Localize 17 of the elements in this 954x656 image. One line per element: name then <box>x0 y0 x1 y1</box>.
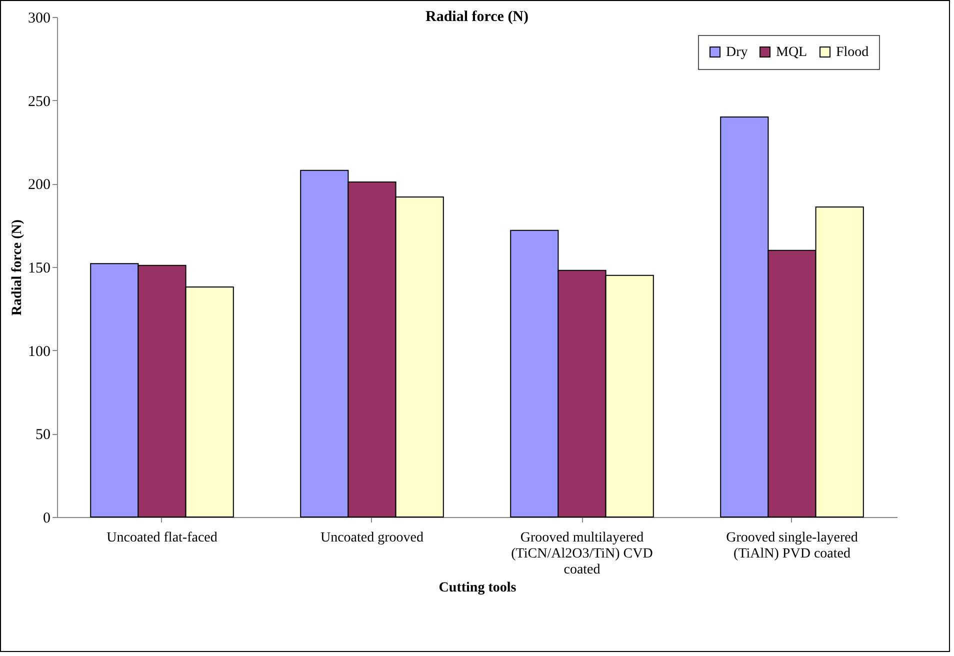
legend-label: Dry <box>726 45 748 60</box>
x-tick-label: Uncoated flat-faced <box>106 530 218 546</box>
legend-label: MQL <box>776 45 808 60</box>
y-tick-label: 50 <box>36 427 50 444</box>
x-tick-label: Uncoated grooved <box>320 530 424 546</box>
y-tick-label: 200 <box>28 177 50 194</box>
y-tick-label: 250 <box>28 94 50 110</box>
y-tick-label: 150 <box>28 260 50 276</box>
x-tick-label: Grooved single-layered (TiAlN) PVD coated <box>726 530 858 562</box>
x-axis-title: Cutting tools <box>438 580 517 596</box>
y-tick-label: 300 <box>28 10 50 26</box>
y-tick-label: 100 <box>28 344 50 360</box>
x-tick-label: Grooved multilayered (TiCN/Al2O3/TiN) CVD coated <box>511 530 653 578</box>
y-tick-label: 0 <box>43 510 50 526</box>
y-axis-title: Radial force (N) <box>10 219 25 316</box>
chart-title: Radial force (N) <box>425 9 529 25</box>
legend-label: Flood <box>836 45 869 60</box>
